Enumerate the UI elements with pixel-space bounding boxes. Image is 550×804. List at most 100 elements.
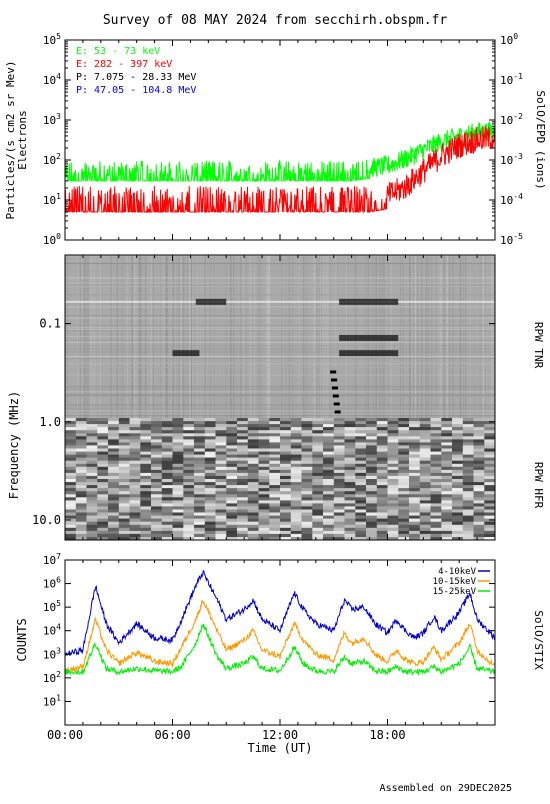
rpw-tnr-band (65, 324, 495, 326)
rpw-hfr-cell (409, 436, 421, 440)
stix-tick-label: 105 (43, 599, 61, 614)
rpw-hfr-cell (473, 466, 485, 471)
rpw-hfr-cell (118, 485, 131, 489)
stix-series-line-1 (65, 599, 495, 674)
rpw-hfr-cell (484, 479, 495, 483)
rpw-hfr-cell (366, 457, 378, 462)
rpw-hfr-cell (237, 488, 249, 492)
rpw-hfr-cell (204, 479, 217, 483)
rpw-hfr-cell (452, 509, 464, 513)
rpw-tnr-band (65, 413, 495, 415)
rpw-hfr-cell (204, 503, 217, 507)
rpw-hfr-cell (376, 521, 389, 526)
rpw-hfr-cell (215, 418, 227, 422)
rpw-hfr-cell (183, 469, 195, 474)
rpw-hfr-cell (140, 421, 152, 425)
rpw-hfr-cell (258, 488, 270, 492)
rpw-hfr-cell (129, 460, 141, 465)
rpw-hfr-cell (376, 533, 389, 538)
rpw-hfr-cell (419, 524, 432, 529)
stix-tick-label: 102 (43, 670, 61, 685)
rpw-hfr-cell (366, 479, 378, 483)
rpw-tnr-band (65, 313, 495, 315)
rpw-hfr-cell (344, 460, 356, 465)
rpw-hfr-cell (151, 475, 163, 480)
assembled-footer: Assembled on 29DEC2025 (380, 783, 512, 794)
rpw-hfr-cell (247, 427, 260, 431)
rpw-hfr-cell (312, 442, 324, 446)
rpw-hfr-cell (140, 509, 152, 513)
rpw-burst (339, 334, 399, 341)
rpw-hfr-cell (387, 451, 399, 456)
rpw-hfr-cell (194, 488, 206, 492)
rpw-hfr-cell (204, 506, 217, 510)
rpw-hfr-cell (344, 421, 356, 425)
rpw-hfr-cell (151, 451, 163, 456)
rpw-hfr-cell (301, 488, 313, 492)
rpw-hfr-cell (161, 494, 174, 498)
rpw-hfr-cell (194, 448, 206, 452)
rpw-hfr-cell (387, 469, 399, 474)
rpw-hfr-cell (355, 454, 367, 459)
rpw-hfr-cell (118, 427, 131, 431)
rpw-hfr-cell (419, 442, 432, 446)
rpw-hfr-cell (269, 533, 281, 538)
rpw-hfr-cell (215, 482, 227, 486)
rpw-hfr-cell (65, 439, 77, 443)
rpw-hfr-cell (161, 463, 174, 468)
rpw-hfr-cell (462, 497, 475, 501)
rpw-hfr-cell (108, 515, 120, 520)
rpw-hfr-cell (97, 491, 109, 495)
rpw-hfr-cell (118, 430, 131, 434)
rpw-hfr-cell (484, 418, 495, 422)
rpw-hfr-cell (366, 494, 378, 498)
rpw-hfr-cell (118, 454, 131, 459)
rpw-hfr-cell (441, 506, 453, 510)
rpw-hfr-cell (108, 421, 120, 425)
rpw-hfr-cell (237, 500, 249, 504)
rpw-hfr-cell (183, 512, 195, 516)
rpw-hfr-cell (183, 518, 195, 523)
rpw-hfr-cell (419, 451, 432, 456)
rpw-hfr-cell (452, 503, 464, 507)
rpw-hfr-cell (290, 530, 303, 535)
rpw-hfr-cell (97, 457, 109, 462)
rpw-hfr-cell (151, 424, 163, 428)
rpw-hfr-cell (65, 433, 77, 437)
rpw-hfr-cell (290, 466, 303, 471)
rpw-hfr-cell (430, 518, 442, 523)
rpw-hfr-cell (204, 537, 217, 540)
rpw-hfr-cell (97, 521, 109, 526)
rpw-hfr-cell (140, 454, 152, 459)
rpw-hfr-cell (419, 466, 432, 471)
rpw-hfr-cell (344, 482, 356, 486)
rpw-hfr-cell (301, 533, 313, 538)
rpw-hfr-cell (398, 500, 410, 504)
rpw-hfr-cell (172, 469, 184, 474)
rpw-hfr-cell (86, 475, 98, 480)
rpw-hfr-cell (65, 466, 77, 471)
rpw-hfr-cell (204, 445, 217, 449)
rpw-hfr-cell (323, 485, 335, 489)
rpw-hfr-cell (183, 509, 195, 513)
rpw-hfr-cell (86, 442, 98, 446)
rpw-hfr-cell (355, 424, 367, 428)
rpw-hfr-cell (140, 424, 152, 428)
rpw-hfr-cell (419, 485, 432, 489)
rpw-hfr-cell (323, 530, 335, 535)
rpw-hfr-cell (473, 530, 485, 535)
rpw-hfr-cell (290, 485, 303, 489)
rpw-hfr-cell (269, 421, 281, 425)
rpw-hfr-cell (366, 488, 378, 492)
rpw-hfr-cell (323, 469, 335, 474)
rpw-hfr-cell (430, 475, 442, 480)
rpw-hfr-cell (419, 488, 432, 492)
rpw-hfr-cell (280, 521, 292, 526)
rpw-tnr-band (65, 326, 495, 328)
rpw-hfr-cell (452, 475, 464, 480)
rpw-hfr-cell (387, 454, 399, 459)
rpw-hfr-cell (269, 515, 281, 520)
rpw-hfr-cell (215, 457, 227, 462)
rpw-hfr-cell (204, 457, 217, 462)
